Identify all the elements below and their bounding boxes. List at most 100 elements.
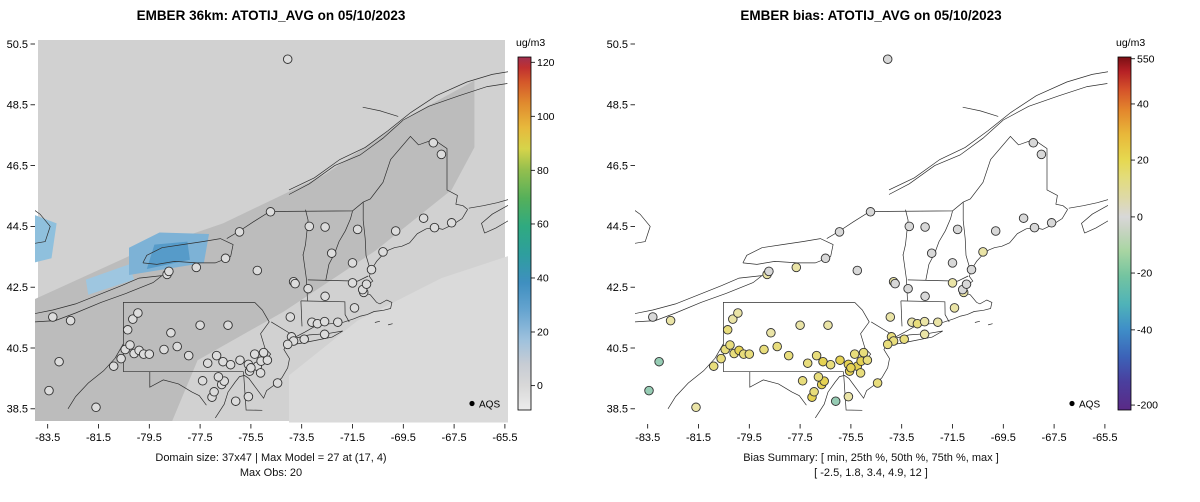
map-line-pa_border — [723, 302, 855, 372]
station-marker — [691, 402, 701, 413]
map-line-delmarva — [243, 371, 263, 411]
station-marker — [436, 149, 447, 160]
map-line-ny_nj — [271, 321, 292, 335]
station-marker — [290, 278, 300, 289]
y-tick-label: 44.5 — [607, 221, 628, 233]
model-map-plot-area — [35, 40, 508, 423]
station-marker — [285, 312, 296, 322]
station-marker — [744, 349, 755, 359]
station-marker — [882, 54, 893, 64]
station-marker — [947, 258, 958, 268]
station-marker — [978, 247, 988, 257]
panel-title-model: EMBER 36km: ATOTIJ_AVG on 05/10/2023 — [137, 8, 406, 23]
map-line-canada_border — [826, 135, 1068, 239]
station-marker — [320, 291, 330, 302]
map-line-ohio_river — [67, 343, 124, 409]
station-marker — [272, 378, 283, 388]
station-marker — [48, 312, 58, 322]
x-tick-label: -79.5 — [137, 432, 162, 444]
x-tick-label: -75.5 — [838, 432, 863, 444]
x-tick-label: -77.5 — [788, 432, 813, 444]
x-tick-label: -77.5 — [188, 432, 213, 444]
station-marker — [191, 262, 202, 273]
station-marker — [855, 368, 866, 378]
y-tick-label: 42.5 — [607, 282, 628, 294]
map-line-potomac — [749, 371, 807, 406]
station-marker — [820, 253, 831, 264]
station-marker — [262, 355, 273, 365]
station-marker — [759, 344, 769, 355]
station-marker — [725, 340, 735, 350]
station-marker — [1029, 222, 1040, 233]
x-tick-label: -81.5 — [86, 432, 111, 444]
map-line-ny_ct — [300, 300, 303, 327]
map-line-ny_nj — [871, 321, 892, 335]
x-tick-label: -73.5 — [889, 432, 914, 444]
map-line-ny_ct — [900, 300, 903, 327]
map-line-nova_scotia — [1081, 205, 1108, 234]
station-marker — [326, 248, 337, 258]
station-marker — [159, 344, 169, 355]
y-tick-label: 46.5 — [607, 160, 628, 172]
station-marker — [122, 325, 133, 335]
map-line-vineyard — [974, 320, 980, 323]
station-marker — [91, 402, 101, 413]
map-line-lake_huron — [35, 210, 51, 244]
x-tick-label: -71.5 — [940, 432, 965, 444]
station-marker — [716, 353, 726, 364]
map-line-lake_ontario — [742, 238, 834, 265]
y-tick-label: 40.5 — [607, 343, 628, 355]
y-tick-label: 50.5 — [7, 39, 28, 51]
x-tick-label: -79.5 — [737, 432, 762, 444]
station-marker — [128, 314, 138, 324]
y-tick-label: 48.5 — [607, 100, 628, 112]
model-raster-region — [85, 264, 135, 295]
station-marker — [366, 264, 377, 275]
station-marker — [202, 358, 213, 368]
station-marker — [116, 353, 126, 364]
station-marker — [644, 385, 654, 396]
colorbar-bar — [1117, 56, 1132, 411]
station-marker — [899, 334, 909, 344]
aqs-legend-dot — [1069, 400, 1075, 407]
map-line-lake_erie — [635, 275, 764, 323]
station-marker — [243, 391, 254, 402]
station-marker — [843, 391, 854, 402]
station-marker — [319, 316, 330, 327]
map-line-stlawrence_north — [288, 71, 508, 191]
y-tick-label: 50.5 — [607, 39, 628, 51]
colorbar-tick-label: 0 — [1137, 212, 1143, 224]
map-line-nh_me — [362, 202, 371, 269]
map-line-long_island — [890, 330, 943, 346]
station-marker — [235, 355, 245, 365]
station-marker — [249, 349, 260, 359]
model-axes: -83.5 -81.5 -79.5 -77.5 -75.5 -73.5 -71.5 -69.5… — [7, 39, 518, 444]
station-marker — [797, 376, 808, 386]
colorbar-tick-label: -40 — [1137, 324, 1152, 336]
station-marker — [428, 138, 439, 148]
station-marker — [920, 222, 930, 232]
station-marker — [809, 387, 819, 397]
model-map-svg: EMBER 36km: ATOTIJ_AVG on 05/10/2023 ug/… — [7, 8, 555, 479]
station-marker — [852, 265, 863, 276]
station-marker — [728, 314, 738, 324]
station-marker — [418, 213, 429, 223]
map-line-ma_north — [907, 275, 969, 282]
colorbar-tick-label: 80 — [537, 165, 549, 177]
station-marker — [252, 265, 263, 276]
station-marker — [225, 359, 236, 370]
station-marker — [654, 356, 664, 367]
station-marker — [213, 372, 224, 382]
station-marker — [1046, 218, 1057, 228]
x-tick-label: -69.5 — [991, 432, 1016, 444]
station-marker — [166, 328, 176, 338]
station-marker — [144, 349, 155, 359]
station-marker — [802, 358, 813, 368]
bias-subtitle-line2: [ -2.5, 1.8, 3.4, 4.9, 12 ] — [814, 467, 928, 479]
x-tick-label: -67.5 — [442, 432, 467, 444]
model-raster-region — [289, 256, 508, 423]
station-marker — [919, 329, 930, 340]
colorbar-tick-label: 550 — [1137, 53, 1155, 65]
station-marker — [890, 278, 900, 289]
station-marker — [320, 222, 330, 232]
